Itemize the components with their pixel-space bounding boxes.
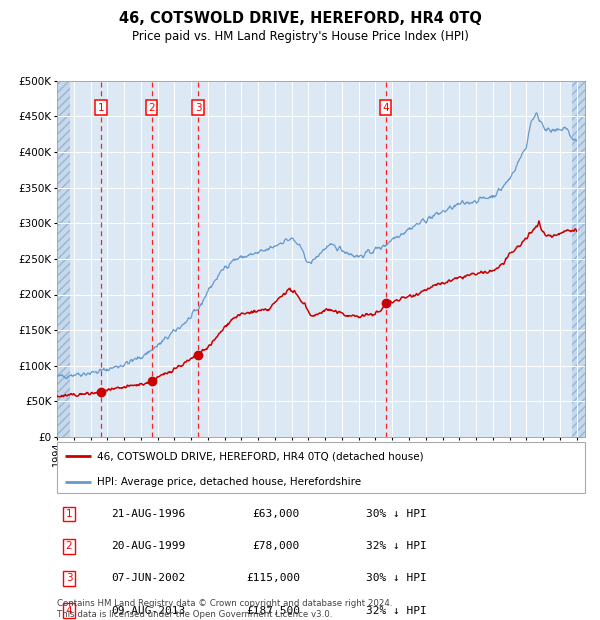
Text: £187,500: £187,500 [246, 606, 300, 616]
Text: £78,000: £78,000 [253, 541, 300, 551]
Text: £63,000: £63,000 [253, 509, 300, 519]
Text: 1: 1 [65, 509, 73, 519]
Text: 3: 3 [195, 103, 202, 113]
Text: 32% ↓ HPI: 32% ↓ HPI [366, 606, 427, 616]
FancyBboxPatch shape [57, 442, 585, 493]
Text: 30% ↓ HPI: 30% ↓ HPI [366, 574, 427, 583]
Text: 21-AUG-1996: 21-AUG-1996 [111, 509, 185, 519]
Text: 1: 1 [98, 103, 104, 113]
Text: 4: 4 [65, 606, 73, 616]
Text: Contains HM Land Registry data © Crown copyright and database right 2024.
This d: Contains HM Land Registry data © Crown c… [57, 600, 392, 619]
Text: 09-AUG-2013: 09-AUG-2013 [111, 606, 185, 616]
Text: 30% ↓ HPI: 30% ↓ HPI [366, 509, 427, 519]
Text: 46, COTSWOLD DRIVE, HEREFORD, HR4 0TQ (detached house): 46, COTSWOLD DRIVE, HEREFORD, HR4 0TQ (d… [97, 451, 423, 461]
Text: HPI: Average price, detached house, Herefordshire: HPI: Average price, detached house, Here… [97, 477, 361, 487]
Text: 32% ↓ HPI: 32% ↓ HPI [366, 541, 427, 551]
Text: 20-AUG-1999: 20-AUG-1999 [111, 541, 185, 551]
Text: £115,000: £115,000 [246, 574, 300, 583]
Text: 4: 4 [382, 103, 389, 113]
Text: 2: 2 [65, 541, 73, 551]
Text: Price paid vs. HM Land Registry's House Price Index (HPI): Price paid vs. HM Land Registry's House … [131, 30, 469, 43]
Text: 3: 3 [65, 574, 73, 583]
Text: 07-JUN-2002: 07-JUN-2002 [111, 574, 185, 583]
Text: 2: 2 [148, 103, 155, 113]
Text: 46, COTSWOLD DRIVE, HEREFORD, HR4 0TQ: 46, COTSWOLD DRIVE, HEREFORD, HR4 0TQ [119, 11, 481, 26]
